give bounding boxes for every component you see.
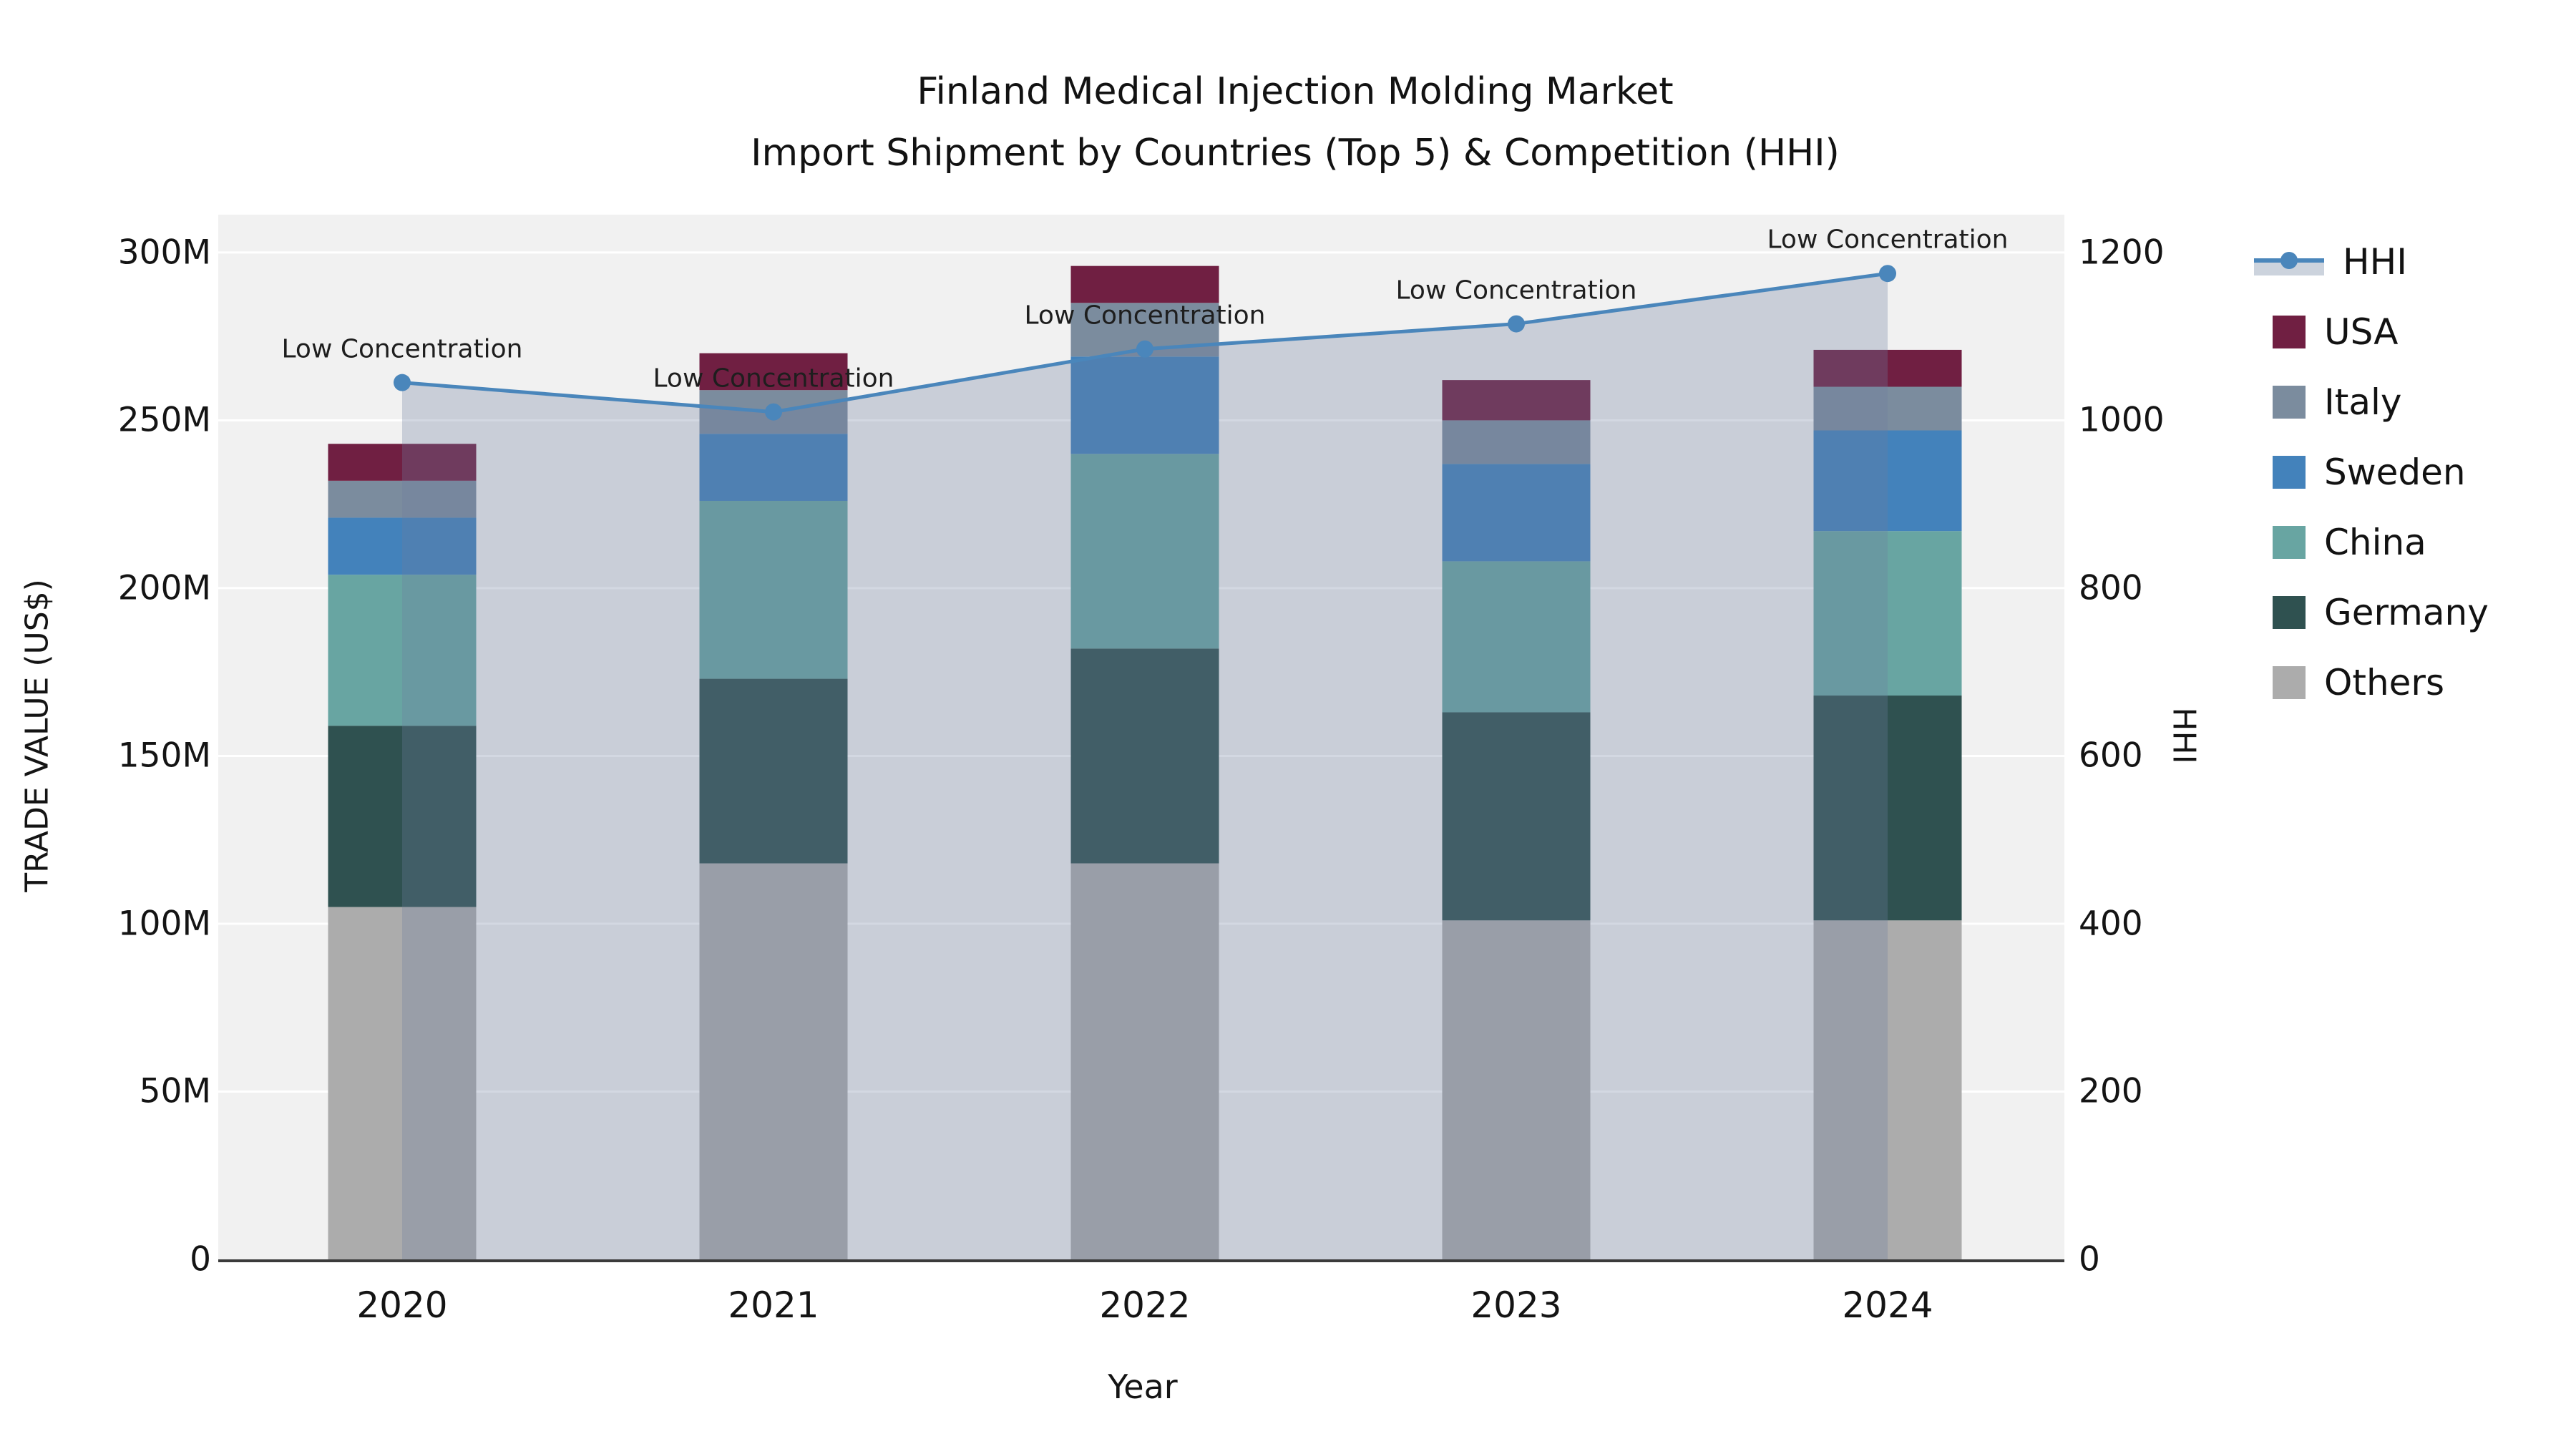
legend-color-swatch-others: [2273, 666, 2306, 699]
bar-segment-sweden-2020: [328, 517, 477, 575]
y-right-tick-label: 0: [2079, 1239, 2100, 1279]
hhi-marker-2020: [394, 374, 411, 391]
bar-segment-others-2021: [699, 863, 848, 1259]
bar-segment-usa-2022: [1070, 265, 1219, 303]
legend-label: Others: [2324, 662, 2445, 703]
bar-segment-italy-2023: [1442, 420, 1591, 464]
chart-title-line1: Finland Medical Injection Molding Market: [917, 70, 1674, 113]
hhi-marker-2023: [1508, 315, 1525, 333]
y-right-tick-label: 400: [2079, 904, 2143, 944]
x-axis-title: Year: [1108, 1367, 1178, 1406]
bar-segment-others-2020: [328, 907, 477, 1259]
bar-segment-sweden-2021: [699, 434, 848, 501]
y-left-tick-label: 100M: [117, 904, 211, 944]
x-tick-label-2020: 2020: [356, 1284, 448, 1326]
hhi-marker-2021: [765, 403, 782, 421]
y-left-tick-label: 0: [190, 1239, 211, 1279]
bar-segment-usa-2024: [1813, 349, 1962, 387]
legend-label: Germany: [2324, 592, 2489, 633]
legend-color-swatch-china: [2273, 526, 2306, 559]
legend-color-swatch-italy: [2273, 386, 2306, 419]
bar-segment-usa-2021: [699, 353, 848, 391]
bar-segment-others-2023: [1442, 920, 1591, 1259]
bar-segment-germany-2022: [1070, 648, 1219, 864]
bar-segment-others-2022: [1070, 863, 1219, 1259]
bar-segment-others-2024: [1813, 920, 1962, 1259]
legend-hhi-line-swatch: [2254, 245, 2324, 278]
legend-label: Sweden: [2324, 452, 2466, 493]
y-left-tick-label: 50M: [139, 1071, 211, 1111]
y-left-tick-label: 150M: [117, 736, 211, 776]
bar-segment-usa-2023: [1442, 380, 1591, 421]
legend-label: USA: [2324, 311, 2399, 353]
bar-segment-usa-2020: [328, 444, 477, 481]
legend-item-usa: USA: [2254, 311, 2398, 353]
bar-segment-china-2021: [699, 500, 848, 679]
annotation-low-concentration-2020: Low Concentration: [281, 334, 523, 364]
bar-segment-italy-2024: [1813, 386, 1962, 431]
y-right-tick-label: 800: [2079, 568, 2143, 608]
hhi-area-fill: [402, 273, 1888, 1261]
bar-segment-china-2022: [1070, 454, 1219, 649]
chart-title-line2: Import Shipment by Countries (Top 5) & C…: [751, 132, 1840, 175]
bar-segment-sweden-2022: [1070, 356, 1219, 454]
legend-item-italy: Italy: [2254, 381, 2401, 424]
annotation-low-concentration-2023: Low Concentration: [1395, 275, 1637, 306]
legend-color-swatch-sweden: [2273, 456, 2306, 489]
legend-label: HHI: [2343, 241, 2407, 283]
bar-segment-china-2023: [1442, 561, 1591, 713]
y-right-tick-label: 1200: [2079, 233, 2165, 273]
legend-item-sweden: Sweden: [2254, 451, 2466, 494]
bar-segment-italy-2020: [328, 480, 477, 518]
legend-color-swatch-usa: [2273, 316, 2306, 348]
y-left-tick-label: 200M: [117, 568, 211, 608]
legend-item-china: China: [2254, 521, 2426, 564]
legend-item-others: Others: [2254, 661, 2444, 704]
bar-segment-germany-2024: [1813, 696, 1962, 921]
legend-label: China: [2324, 522, 2426, 563]
bar-segment-sweden-2024: [1813, 430, 1962, 532]
y-left-tick-label: 300M: [117, 233, 211, 273]
x-tick-label-2023: 2023: [1470, 1284, 1562, 1326]
annotation-low-concentration-2022: Low Concentration: [1024, 301, 1266, 331]
legend-item-hhi: HHI: [2254, 240, 2407, 283]
hhi-marker-2024: [1879, 265, 1896, 283]
annotation-low-concentration-2021: Low Concentration: [653, 364, 894, 394]
x-tick-label-2022: 2022: [1099, 1284, 1191, 1326]
bar-segment-china-2024: [1813, 531, 1962, 696]
bar-segment-germany-2020: [328, 726, 477, 907]
bar-segment-sweden-2023: [1442, 464, 1591, 562]
y-right-tick-label: 600: [2079, 736, 2143, 776]
legend-label: Italy: [2324, 381, 2402, 423]
bar-segment-germany-2023: [1442, 712, 1591, 921]
x-tick-label-2024: 2024: [1842, 1284, 1933, 1326]
bar-segment-germany-2021: [699, 678, 848, 864]
legend-color-swatch-germany: [2273, 596, 2306, 629]
hhi-marker-2022: [1136, 340, 1153, 358]
legend-item-germany: Germany: [2254, 591, 2489, 634]
y-right-tick-label: 1000: [2079, 400, 2165, 440]
y-right-axis-title: HHI: [2165, 707, 2202, 764]
x-tick-label-2021: 2021: [728, 1284, 819, 1326]
bar-segment-china-2020: [328, 575, 477, 726]
y-right-tick-label: 200: [2079, 1071, 2143, 1111]
annotation-low-concentration-2024: Low Concentration: [1767, 225, 2009, 255]
y-left-tick-label: 250M: [117, 400, 211, 440]
